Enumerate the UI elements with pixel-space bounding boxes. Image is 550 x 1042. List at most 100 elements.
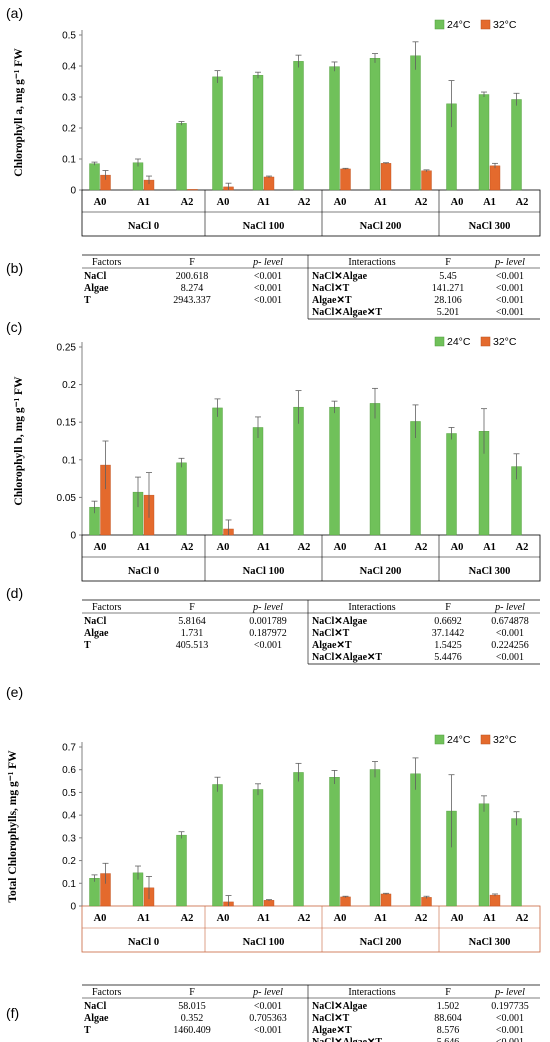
legend-label-32c: 32°C — [493, 19, 517, 31]
table-f2-value: 8.576 — [437, 1025, 460, 1036]
category-label: A1 — [483, 913, 496, 924]
y-tick-label: 0.2 — [62, 124, 76, 135]
category-label: A2 — [415, 542, 428, 553]
legend-label-32c: 32°C — [493, 336, 517, 348]
category-label: A0 — [94, 197, 107, 208]
table-header-factors: Factors — [92, 602, 122, 613]
group-label: NaCl 0 — [128, 566, 159, 577]
legend-swatch-24c — [434, 19, 445, 30]
table-p2-value: <0.001 — [496, 652, 524, 663]
category-label: A1 — [374, 197, 387, 208]
bar-24c — [293, 406, 304, 536]
table-p-value: 0.705363 — [249, 1013, 287, 1024]
table-f2-value: 141.271 — [432, 283, 465, 294]
table-p2-value: <0.001 — [496, 1025, 524, 1036]
category-label: A1 — [257, 197, 270, 208]
table-p2-value: 0.674878 — [491, 616, 529, 627]
table-p2-value: <0.001 — [496, 1037, 524, 1042]
y-tick-label: 0.5 — [62, 788, 76, 799]
table-header-p: p- level — [252, 602, 283, 613]
category-label: A2 — [516, 542, 529, 553]
bar-32c — [489, 165, 501, 191]
bar-24c — [132, 162, 144, 191]
y-tick-label: 0.3 — [62, 93, 76, 104]
table-f-value: 1460.409 — [173, 1025, 211, 1036]
category-label: A1 — [257, 913, 270, 924]
bar-24c — [446, 433, 457, 536]
category-label: A0 — [334, 197, 347, 208]
table-interaction-name: NaCl✕Algae — [312, 616, 368, 627]
y-axis-label: Chlorophyll a, mg g⁻¹ FW — [13, 48, 25, 177]
category-label: A1 — [483, 542, 496, 553]
category-label: A2 — [415, 913, 428, 924]
group-label: NaCl 200 — [360, 566, 402, 577]
table-interaction-name: NaCl✕Algae — [312, 1001, 368, 1012]
table-interaction-name: Algae✕T — [312, 295, 352, 306]
y-tick-label: 0 — [70, 902, 76, 913]
table-p2-value: 0.224256 — [491, 640, 529, 651]
table-f2-value: 5.4476 — [434, 652, 462, 663]
bar-32c — [489, 894, 501, 907]
bar-24c — [369, 58, 381, 191]
table-f2-value: 1.5425 — [434, 640, 462, 651]
bar-24c — [176, 123, 187, 191]
table-p2-value: <0.001 — [496, 295, 524, 306]
table-p-value: <0.001 — [254, 640, 282, 651]
table-f-value: 5.8164 — [178, 616, 206, 627]
legend-swatch-24c — [434, 336, 445, 347]
table-header-p2: p- level — [494, 602, 525, 613]
table-header-f2: F — [445, 257, 451, 268]
table-p-value: 0.187972 — [249, 628, 287, 639]
table-factor-name: NaCl — [84, 1001, 106, 1012]
category-label: A0 — [217, 542, 230, 553]
group-label: NaCl 200 — [360, 937, 402, 948]
table-f2-value: 28.106 — [434, 295, 462, 306]
y-tick-label: 0.2 — [62, 380, 76, 391]
table-interaction-name: NaCl✕Algae✕T — [312, 652, 382, 663]
bar-24c — [410, 773, 421, 907]
bar-32c — [340, 896, 351, 907]
table-header-f2: F — [445, 602, 451, 613]
table-f2-value: 88.604 — [434, 1013, 462, 1024]
table-p-value: <0.001 — [254, 271, 282, 282]
group-label: NaCl 100 — [243, 566, 285, 577]
legend-swatch-32c — [480, 336, 491, 347]
y-tick-label: 0.1 — [62, 879, 76, 890]
category-label: A1 — [137, 913, 150, 924]
category-label: A2 — [516, 913, 529, 924]
category-box — [81, 905, 541, 953]
panel-label: (a) — [6, 5, 23, 21]
bar-24c — [212, 407, 223, 536]
bar-24c — [478, 803, 490, 907]
table-factor-name: T — [84, 640, 91, 651]
bar-24c — [369, 403, 381, 536]
legend-label-24c: 24°C — [447, 19, 471, 31]
y-tick-label: 0.05 — [57, 493, 77, 504]
table-interaction-name: NaCl✕T — [312, 283, 350, 294]
table-f2-value: 5.45 — [439, 271, 457, 282]
category-label: A2 — [298, 197, 311, 208]
bar-24c — [329, 777, 340, 907]
table-p-value: <0.001 — [254, 283, 282, 294]
bar-24c — [329, 66, 340, 191]
table-f-value: 0.352 — [181, 1013, 204, 1024]
table-factor-name: T — [84, 1025, 91, 1036]
table-p-value: 0.001789 — [249, 616, 287, 627]
bar-24c — [369, 769, 381, 907]
table-interaction-name: Algae✕T — [312, 640, 352, 651]
bar-24c — [293, 772, 304, 907]
bar-24c — [478, 94, 490, 191]
table-p2-value: 0.197735 — [491, 1001, 529, 1012]
bar-24c — [252, 427, 264, 536]
category-label: A1 — [374, 542, 387, 553]
panel-label: (f) — [6, 1005, 19, 1021]
bar-24c — [329, 406, 340, 536]
table-header-f2: F — [445, 987, 451, 998]
category-label: A0 — [334, 542, 347, 553]
bar-24c — [176, 462, 187, 536]
table-p2-value: <0.001 — [496, 307, 524, 318]
category-label: A0 — [94, 913, 107, 924]
category-label: A2 — [181, 542, 194, 553]
table-f-value: 1.731 — [181, 628, 204, 639]
y-tick-label: 0.4 — [62, 811, 76, 822]
